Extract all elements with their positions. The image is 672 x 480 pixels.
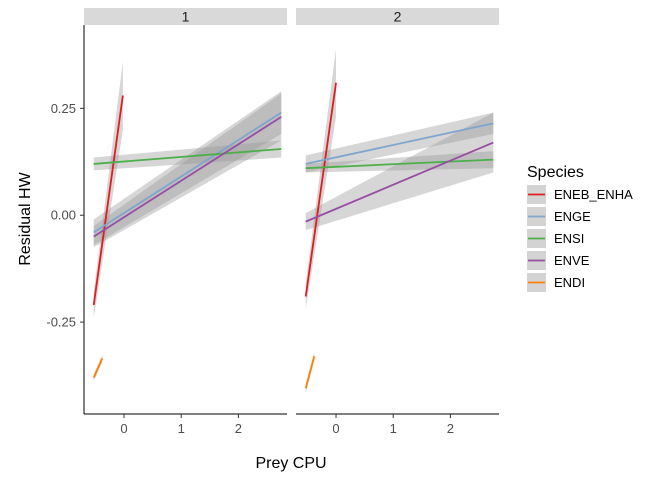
legend-label-enge: ENGE — [554, 209, 591, 224]
panel-2-enve-line — [305, 141, 494, 223]
legend-items: ENEB_ENHA ENGE ENSI ENVE ENDI — [527, 185, 633, 292]
panel-1-x-ticks: 0 1 2 — [120, 414, 242, 436]
strip-2-background — [296, 8, 499, 25]
y-axis-ticks: -0.25 0.00 0.25 — [46, 101, 84, 330]
legend-label-ensi: ENSI — [554, 231, 584, 246]
x-axis-title: Prey CPU — [255, 455, 326, 472]
strip-1-background — [84, 8, 287, 25]
legend: Species ENEB_ENHA ENGE ENSI ENVE ENDI — [527, 164, 633, 292]
legend-label-eneb-enha: ENEB_ENHA — [554, 187, 633, 202]
strip-2-label: 2 — [394, 9, 402, 25]
panel-1-enve-line — [93, 116, 282, 238]
panel-1-enve-ci-band — [93, 93, 282, 248]
panel-2-x-tick-label: 1 — [390, 421, 397, 436]
panel-2-enge-ci-band — [305, 112, 494, 173]
panel-1: 1 0 1 2 — [83, 8, 287, 436]
panel-1-series-lines — [92, 95, 282, 379]
y-tick-label: -0.25 — [46, 315, 76, 330]
panel-2-x-ticks: 0 1 2 — [332, 414, 454, 436]
legend-label-enve: ENVE — [554, 253, 590, 268]
y-tick-label: 0.25 — [51, 101, 76, 116]
panel-1-enge-line — [93, 111, 282, 234]
panel-2-series-lines — [304, 82, 494, 389]
legend-label-endi: ENDI — [554, 275, 585, 290]
panel-1-x-tick-label: 0 — [120, 421, 127, 436]
y-tick-label: 0.00 — [51, 208, 76, 223]
panel-2-enge-line — [305, 122, 494, 165]
panel-1-eneb-enha-line — [92, 95, 124, 306]
panel-2-x-tick-label: 2 — [447, 421, 454, 436]
panel-2-ensi-ci-band — [305, 151, 494, 173]
panel-2: 2 0 1 2 — [296, 8, 499, 436]
legend-title: Species — [527, 164, 584, 181]
panel-1-x-tick-label: 2 — [235, 421, 242, 436]
panel-2-ensi-line — [305, 158, 494, 170]
panel-1-endi-line — [92, 358, 104, 379]
panel-1-x-tick-label: 1 — [178, 421, 185, 436]
panel-1-ensi-ci-band — [93, 140, 282, 171]
panel-2-enve-ci-band — [305, 112, 494, 231]
panel-2-x-tick-label: 0 — [332, 421, 339, 436]
panel-2-endi-line — [304, 356, 316, 389]
y-axis-title: Residual HW — [17, 171, 34, 265]
panel-2-eneb-enha-line — [304, 82, 337, 297]
strip-1-label: 1 — [182, 9, 190, 25]
panel-1-ensi-line — [93, 148, 282, 165]
